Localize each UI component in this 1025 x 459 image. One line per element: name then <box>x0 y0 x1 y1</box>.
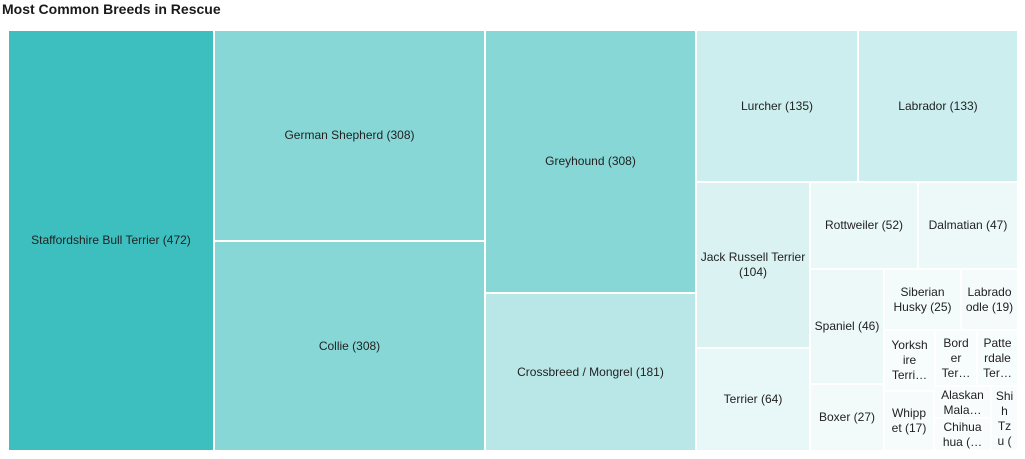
treemap-tile-jack-russell-terrier[interactable]: Jack Russell Terrier (104) <box>696 182 810 348</box>
treemap-tile-label: Boxer (27) <box>818 410 876 424</box>
treemap-tile-label: Chihua hua (… <box>942 420 983 449</box>
treemap-tile-rottweiler[interactable]: Rottweiler (52) <box>810 182 918 269</box>
treemap-tile-terrier[interactable]: Terrier (64) <box>696 348 810 451</box>
treemap-tile-label: Greyhound (308) <box>545 154 636 168</box>
treemap-tile-label: Crossbreed / Mongrel (181) <box>517 364 664 379</box>
treemap-tile-labradoodle[interactable]: Labrado odle (19) <box>961 269 1018 330</box>
treemap-tile-label: Staffordshire Bull Terrier (472) <box>31 233 191 247</box>
treemap-tile-label: Dalmatian (47) <box>928 218 1008 232</box>
treemap-tile-alaskan-malamute[interactable]: Alaskan Mala… <box>934 386 991 418</box>
treemap-tile-whippet[interactable]: Whipp et (17) <box>884 391 934 451</box>
treemap-tile-label: Labrado odle (19) <box>965 284 1014 314</box>
treemap-tile-yorkshire-terrier[interactable]: Yorksh ire Terri… <box>884 330 935 391</box>
treemap-tile-label: Alaskan Mala… <box>941 388 984 416</box>
treemap-tile-label: Yorksh ire Terri… <box>891 338 928 382</box>
treemap-tile-patterdale-terrier[interactable]: Patte rdale Ter… <box>977 330 1018 386</box>
treemap-tile-boxer[interactable]: Boxer (27) <box>810 384 884 451</box>
treemap-tile-label: German Shepherd (308) <box>284 128 415 142</box>
treemap-tile-label: Spaniel (46) <box>814 319 880 333</box>
treemap-tile-border-terrier[interactable]: Bord er Ter… <box>935 330 977 386</box>
treemap-tile-label: Labrador (133) <box>898 98 978 113</box>
treemap-tile-siberian-husky[interactable]: Siberian Husky (25) <box>884 269 961 330</box>
treemap-tile-label: Rottweiler (52) <box>824 218 904 232</box>
treemap-chart: Staffordshire Bull Terrier (472) German S… <box>8 30 1018 451</box>
treemap-tile-label: Collie (308) <box>318 338 381 353</box>
treemap-tile-german-shepherd[interactable]: German Shepherd (308) <box>214 30 485 241</box>
treemap-tile-label: Jack Russell Terrier (104) <box>700 250 806 279</box>
treemap-tile-staffordshire-bull-terrier[interactable]: Staffordshire Bull Terrier (472) <box>8 30 214 451</box>
treemap-tile-label: Lurcher (135) <box>740 98 814 113</box>
treemap-tile-chihuahua[interactable]: Chihua hua (… <box>934 418 991 451</box>
treemap-tile-label: Siberian Husky (25) <box>893 284 952 314</box>
treemap-tile-label: Whipp et (17) <box>891 406 927 435</box>
treemap-tile-label: Bord er Ter… <box>941 335 971 380</box>
treemap-tile-label: Shi h Tz u ( <box>995 388 1014 448</box>
treemap-tile-label: Terrier (64) <box>723 392 783 406</box>
treemap-tile-spaniel[interactable]: Spaniel (46) <box>810 269 884 384</box>
treemap-tile-label: Patte rdale Ter… <box>983 335 1012 380</box>
treemap-tile-shih-tzu[interactable]: Shi h Tz u ( <box>991 386 1018 451</box>
treemap-tile-crossbreed-mongrel[interactable]: Crossbreed / Mongrel (181) <box>485 293 696 451</box>
treemap-tile-labrador[interactable]: Labrador (133) <box>858 30 1018 182</box>
treemap-tile-lurcher[interactable]: Lurcher (135) <box>696 30 858 182</box>
chart-title: Most Common Breeds in Rescue <box>2 1 221 17</box>
treemap-tile-greyhound[interactable]: Greyhound (308) <box>485 30 696 293</box>
treemap-tile-dalmatian[interactable]: Dalmatian (47) <box>918 182 1018 269</box>
treemap-tile-collie[interactable]: Collie (308) <box>214 241 485 451</box>
